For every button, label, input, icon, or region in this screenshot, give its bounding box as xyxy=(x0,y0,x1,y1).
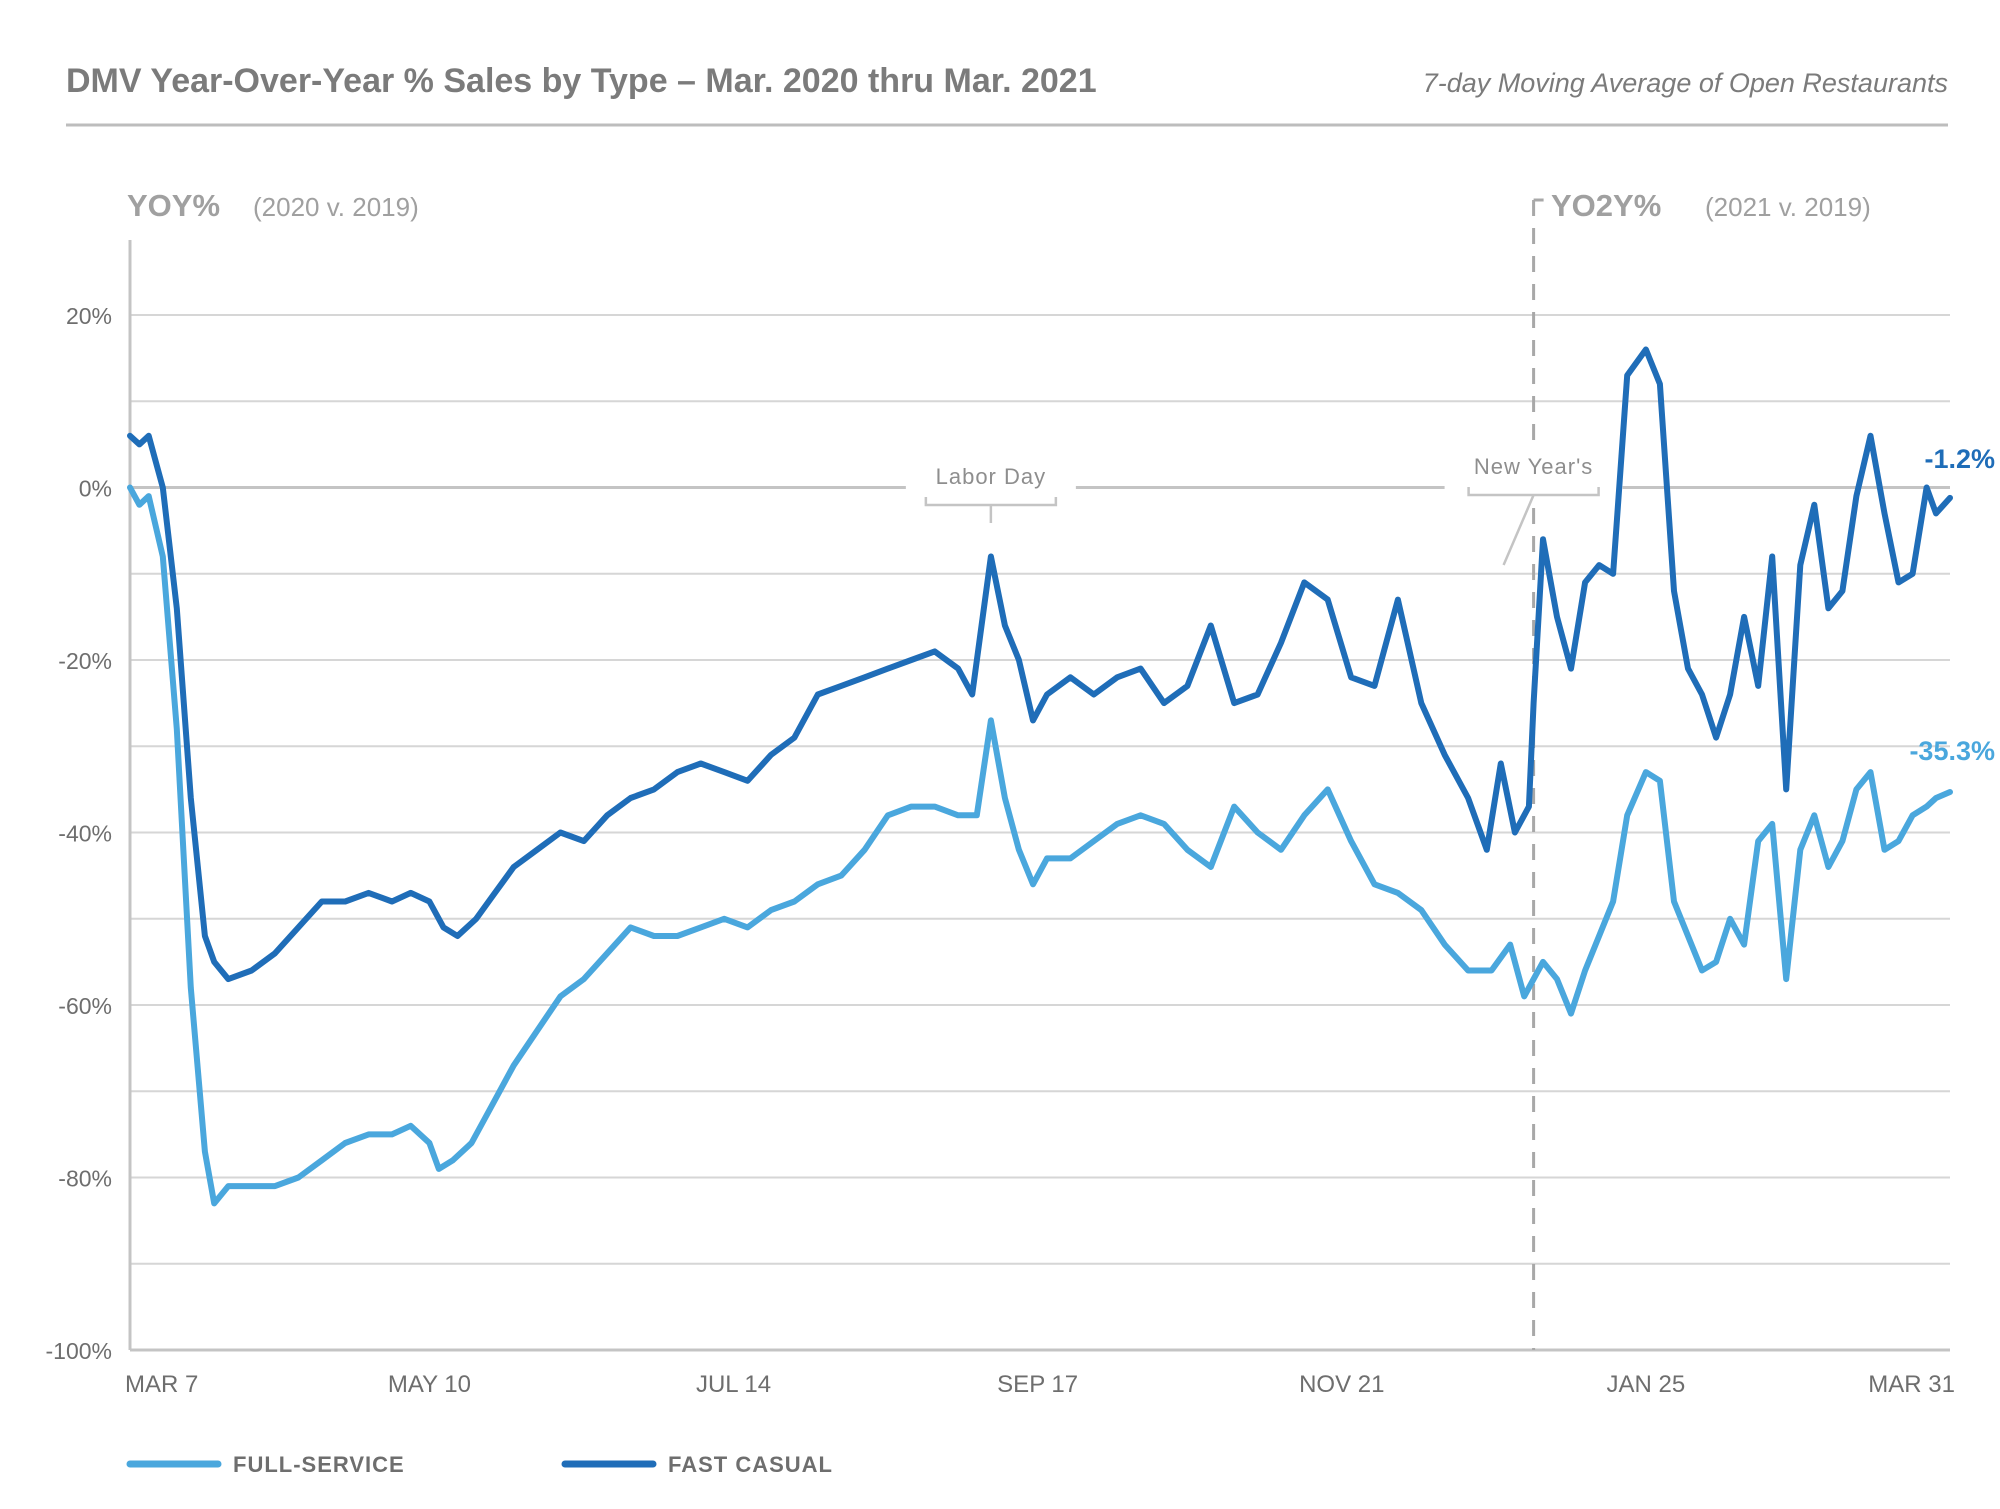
fast-casual-end-label: -1.2% xyxy=(1924,444,1995,474)
legend-label-full-service: FULL-SERVICE xyxy=(233,1452,405,1477)
annotation-label: Labor Day xyxy=(936,464,1047,489)
x-tick-label: MAR 31 xyxy=(1868,1371,1955,1398)
annotation-leader xyxy=(1502,494,1535,566)
full-service-line xyxy=(127,484,1953,1207)
section-left-label: YOY% xyxy=(127,188,220,223)
annotation-label: New Year's xyxy=(1474,454,1593,479)
chart-subtitle: 7-day Moving Average of Open Restaurants xyxy=(1423,68,1948,98)
x-tick-label: MAR 7 xyxy=(125,1371,198,1398)
x-tick-label: JUL 14 xyxy=(696,1371,771,1398)
axis-layer: 20% 0% -20% -40% -60% -80% -100% MAR 7 MAY 10 JUL… xyxy=(46,303,1955,1398)
x-tick-label: SEP 17 xyxy=(997,1371,1078,1398)
y-tick-label: -20% xyxy=(58,648,112,674)
legend-label-fast-casual: FAST CASUAL xyxy=(668,1452,833,1477)
series-layer xyxy=(127,346,1953,1207)
section-right-note: (2021 v. 2019) xyxy=(1705,192,1871,222)
y-tick-label: -60% xyxy=(58,993,112,1019)
grid-layer xyxy=(128,240,1950,1352)
fast-casual-line xyxy=(127,346,1953,983)
chart-title: DMV Year-Over-Year % Sales by Type – Mar… xyxy=(66,62,1097,100)
y-tick-label: -100% xyxy=(46,1338,112,1364)
y-tick-label: -80% xyxy=(58,1166,112,1192)
legend: FULL-SERVICE FAST CASUAL xyxy=(126,1452,833,1477)
y-tick-label: 0% xyxy=(79,476,112,502)
x-tick-label: JAN 25 xyxy=(1607,1371,1686,1398)
annotation-bracket xyxy=(1467,487,1600,497)
section-right-label: YO2Y% xyxy=(1551,188,1661,223)
x-tick-label: MAY 10 xyxy=(388,1371,471,1398)
annotation-layer: Labor Day New Year's xyxy=(905,198,1623,1350)
annotation-box xyxy=(905,455,1076,513)
x-tick-label: NOV 21 xyxy=(1299,1371,1384,1398)
section-left-note: (2020 v. 2019) xyxy=(253,192,419,222)
label-layer: -35.3% -1.2% xyxy=(1909,444,1995,766)
y-tick-label: -40% xyxy=(58,821,112,847)
annotation-box xyxy=(1444,445,1623,503)
y-tick-label: 20% xyxy=(66,303,112,329)
full-service-end-label: -35.3% xyxy=(1909,736,1995,766)
